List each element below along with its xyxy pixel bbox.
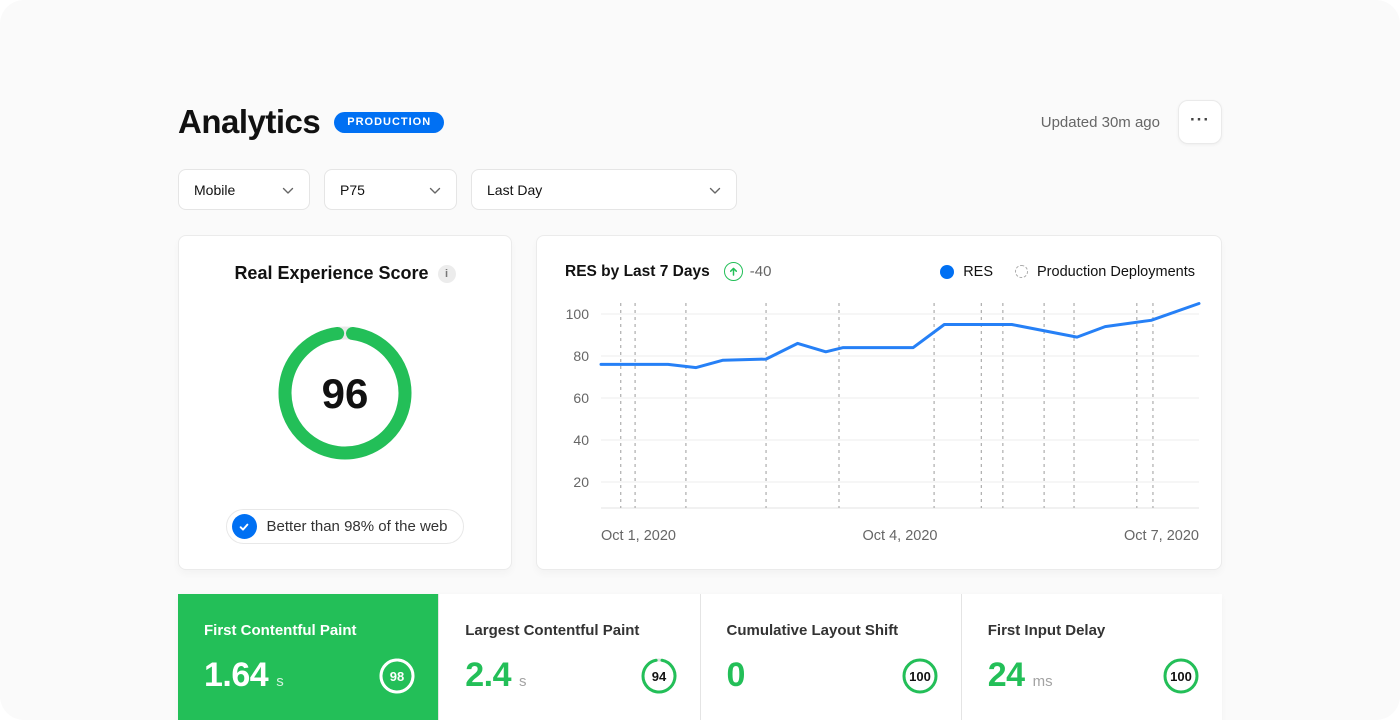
metric-unit: s bbox=[276, 673, 284, 690]
y-axis-tick-label: 60 bbox=[573, 390, 589, 406]
res-chart-card: RES by Last 7 Days -40 RES Production De… bbox=[536, 235, 1222, 570]
metric-value: 24 bbox=[987, 656, 1025, 694]
metric-title: Largest Contentful Paint bbox=[465, 622, 640, 639]
metric-score-ring: 98 bbox=[379, 658, 415, 693]
score-pill-text: Better than 98% of the web bbox=[266, 518, 448, 535]
y-axis-tick-label: 20 bbox=[573, 474, 589, 490]
legend-item-production-deployments[interactable]: Production Deployments bbox=[1015, 264, 1195, 280]
select-value: P75 bbox=[340, 181, 365, 198]
web-vitals-metrics-row: First Contentful Paint 1.64 s 98 Largest Con… bbox=[178, 594, 1222, 720]
res-series-line bbox=[599, 302, 1201, 370]
metric-value-row: 0 100 bbox=[727, 656, 939, 695]
metric-score-value: 98 bbox=[390, 669, 404, 684]
metric-score-value: 100 bbox=[1170, 669, 1192, 684]
metric-value: 1.64 bbox=[204, 656, 269, 694]
x-axis-tick-label: Oct 7, 2020 bbox=[1124, 528, 1199, 544]
chevron-down-icon bbox=[419, 182, 441, 198]
legend-label-deployments: Production Deployments bbox=[1037, 263, 1195, 280]
metric-title: First Contentful Paint bbox=[204, 622, 357, 639]
metric-unit: ms bbox=[1032, 673, 1053, 690]
trend-up-icon bbox=[723, 262, 743, 281]
production-badge: PRODUCTION bbox=[334, 111, 445, 133]
metric-score-ring: 100 bbox=[1163, 658, 1199, 693]
score-card-title-row: Real Experience Score i bbox=[234, 263, 456, 284]
score-value: 96 bbox=[322, 370, 369, 417]
res-series-dot-icon bbox=[940, 264, 955, 279]
chart-legend: RES Production Deployments bbox=[940, 264, 1195, 280]
metric-title: First Input Delay bbox=[987, 622, 1106, 639]
select-value: Last Day bbox=[487, 181, 543, 198]
y-axis-tick-label: 40 bbox=[573, 432, 589, 448]
y-axis-tick-label: 100 bbox=[566, 306, 590, 322]
metric-score-value: 100 bbox=[909, 669, 931, 684]
trend-delta-value: -40 bbox=[749, 263, 772, 280]
x-axis-tick-label: Oct 1, 2020 bbox=[601, 528, 676, 544]
cards-row: Real Experience Score i 96 Better than 9… bbox=[178, 235, 1222, 570]
filters-row: Mobile P75 Last Day bbox=[178, 169, 1222, 210]
chevron-down-icon bbox=[272, 182, 294, 198]
res-line-chart: 20 40 60 80 100 Oct 1, 2020 Oct 4, 2020 Oct 7, … bbox=[566, 302, 1201, 544]
metric-score-value: 94 bbox=[651, 669, 666, 684]
filter-select-mobile[interactable]: Mobile bbox=[178, 169, 310, 210]
score-gauge: 96 bbox=[278, 326, 412, 465]
chart-title: RES by Last 7 Days bbox=[565, 262, 710, 280]
metric-value: 2.4 bbox=[465, 656, 512, 694]
metric-score-ring: 94 bbox=[641, 658, 676, 693]
updated-timestamp: Updated 30m ago bbox=[1040, 113, 1160, 131]
page-header: Analytics PRODUCTION Updated 30m ago ··· bbox=[178, 100, 1222, 144]
metric-card-largest-contentful-paint[interactable]: Largest Contentful Paint 2.4 s 94 bbox=[439, 594, 700, 720]
metric-value-row: 1.64 s 98 bbox=[204, 656, 416, 695]
metric-card-cumulative-layout-shift[interactable]: Cumulative Layout Shift 0 100 bbox=[700, 594, 961, 720]
metric-value-row: 24 ms 100 bbox=[988, 656, 1200, 695]
real-experience-score-card: Real Experience Score i 96 Better than 9… bbox=[178, 235, 512, 570]
y-axis-tick-label: 80 bbox=[573, 348, 589, 364]
score-comparison-pill: Better than 98% of the web bbox=[225, 509, 465, 544]
filter-select-last-day[interactable]: Last Day bbox=[471, 169, 737, 210]
page-title: Analytics bbox=[178, 103, 321, 140]
legend-item-res[interactable]: RES bbox=[940, 264, 993, 280]
chart-header: RES by Last 7 Days -40 RES Production De… bbox=[537, 236, 1221, 282]
select-value: Mobile bbox=[194, 181, 236, 198]
check-icon bbox=[231, 514, 257, 539]
metric-value: 0 bbox=[726, 656, 746, 694]
metric-score-ring: 100 bbox=[902, 658, 938, 693]
filter-select-p75[interactable]: P75 bbox=[324, 169, 457, 210]
metric-title: Cumulative Layout Shift bbox=[726, 622, 899, 639]
ellipsis-icon: ··· bbox=[1190, 109, 1210, 129]
score-gauge-svg: 96 bbox=[278, 326, 412, 460]
score-card-title: Real Experience Score bbox=[234, 263, 429, 283]
metric-value-row: 2.4 s 94 bbox=[465, 656, 677, 695]
x-axis-tick-label: Oct 4, 2020 bbox=[863, 528, 938, 544]
overflow-menu-button[interactable]: ··· bbox=[1178, 100, 1222, 144]
metric-card-first-contentful-paint[interactable]: First Contentful Paint 1.64 s 98 bbox=[178, 594, 439, 720]
info-icon[interactable]: i bbox=[437, 264, 456, 283]
metric-unit: s bbox=[519, 673, 527, 690]
chevron-down-icon bbox=[699, 182, 721, 198]
metric-card-first-input-delay[interactable]: First Input Delay 24 ms 100 bbox=[961, 594, 1222, 720]
legend-label-res: RES bbox=[963, 263, 994, 280]
deployments-dashed-circle-icon bbox=[1015, 265, 1029, 278]
